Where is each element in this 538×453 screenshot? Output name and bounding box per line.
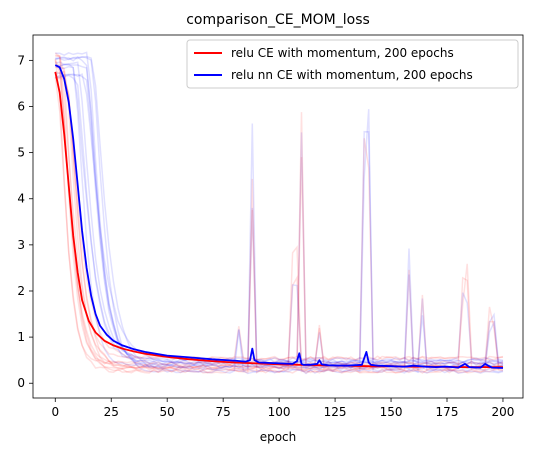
- series-line-1: [54, 64, 504, 369]
- legend: relu CE with momentum, 200 epochs relu n…: [186, 39, 519, 89]
- plot-frame: [32, 34, 524, 399]
- y-tick-label: 3: [17, 238, 25, 252]
- series-lines: [54, 64, 504, 369]
- background-run-line: [55, 51, 504, 364]
- x-tick-label: 150: [380, 405, 403, 419]
- x-axis-ticks: 0 25 50 75 100 125 150 175 200: [51, 398, 514, 419]
- x-axis-label: epoch: [260, 430, 297, 444]
- background-run-line: [55, 70, 504, 361]
- background-run-line: [55, 77, 504, 361]
- legend-frame: [186, 39, 519, 89]
- y-tick-label: 2: [17, 284, 25, 298]
- y-axis-ticks: 0 1 2 3 4 5 6 7: [17, 53, 33, 390]
- chart-title: comparison_CE_MOM_loss: [186, 12, 370, 28]
- y-tick-label: 6: [17, 99, 25, 113]
- background-run-line: [55, 72, 504, 365]
- y-tick-label: 0: [17, 376, 25, 390]
- x-tick-label: 0: [51, 405, 59, 419]
- x-tick-label: 175: [436, 405, 459, 419]
- y-tick-label: 7: [17, 53, 25, 67]
- background-run-line: [54, 58, 504, 366]
- y-tick-label: 4: [17, 192, 25, 206]
- background-run-line: [54, 59, 504, 374]
- y-tick-label: 5: [17, 146, 25, 160]
- x-tick-label: 100: [268, 405, 291, 419]
- legend-label-relu-nn-ce: relu nn CE with momentum, 200 epochs: [231, 68, 473, 82]
- background-run-line: [54, 74, 504, 365]
- x-tick-label: 75: [216, 405, 231, 419]
- background-run-line: [54, 56, 504, 375]
- x-tick-label: 25: [104, 405, 119, 419]
- background-run-traces: [54, 51, 504, 375]
- x-tick-label: 50: [160, 405, 175, 419]
- background-run-line: [54, 77, 504, 374]
- legend-label-relu-ce: relu CE with momentum, 200 epochs: [231, 46, 454, 60]
- background-run-line: [55, 55, 504, 374]
- background-run-line: [54, 61, 504, 371]
- background-run-line: [55, 61, 504, 362]
- x-tick-label: 125: [324, 405, 347, 419]
- x-tick-label: 200: [492, 405, 515, 419]
- y-tick-label: 1: [17, 330, 25, 344]
- background-run-line: [55, 73, 504, 366]
